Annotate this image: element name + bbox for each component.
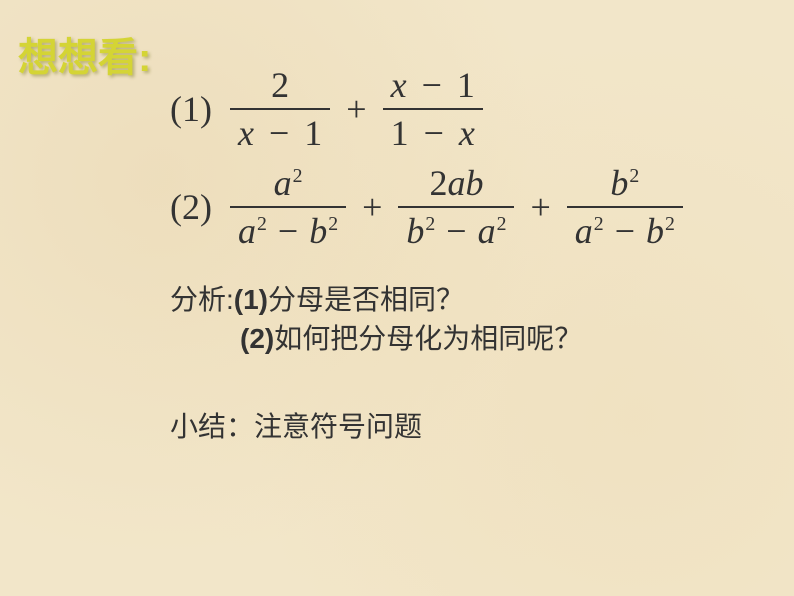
analysis-prefix: 分析:	[170, 284, 234, 315]
summary-block: 小结：注意符号问题	[170, 405, 422, 445]
eq2-frac2-num: 2ab	[421, 160, 491, 206]
analysis-line2: (2)如何把分母化为相同呢？	[170, 319, 582, 358]
equation-1: (1) 2 x − 1 + x − 1 1 − x	[170, 62, 489, 156]
analysis-q2-text: 如何把分母化为相同呢？	[274, 323, 582, 354]
eq2-frac2-den: b2 − a2	[398, 208, 514, 254]
summary-prefix: 小结：	[170, 411, 254, 442]
eq1-plus: +	[346, 88, 366, 130]
eq2-plus2: +	[530, 186, 550, 228]
analysis-q2-label: (2)	[240, 323, 274, 354]
eq1-frac1-num: 2	[263, 62, 297, 108]
eq2-frac2: 2ab b2 − a2	[398, 160, 514, 254]
analysis-block: 分析:(1)分母是否相同？ (2)如何把分母化为相同呢？	[170, 280, 582, 358]
eq1-frac2-num: x − 1	[383, 62, 483, 108]
eq2-plus1: +	[362, 186, 382, 228]
analysis-q1-label: (1)	[234, 284, 268, 315]
summary-text: 注意符号问题	[254, 411, 422, 442]
eq2-frac3-den: a2 − b2	[567, 208, 683, 254]
eq1-frac1-den: x − 1	[230, 110, 330, 156]
page-title: 想想看:	[18, 25, 151, 83]
analysis-q1-text: 分母是否相同？	[268, 284, 464, 315]
eq2-frac1: a2 a2 − b2	[230, 160, 346, 254]
eq1-frac1: 2 x − 1	[230, 62, 330, 156]
eq2-frac3: b2 a2 − b2	[567, 160, 683, 254]
analysis-line1: 分析:(1)分母是否相同？	[170, 280, 582, 319]
equation-2: (2) a2 a2 − b2 + 2ab b2 − a2 + b2 a2 −	[170, 160, 689, 254]
eq2-frac1-num: a2	[266, 160, 311, 206]
eq2-frac1-den: a2 − b2	[230, 208, 346, 254]
eq2-label: (2)	[170, 186, 212, 228]
eq1-frac2: x − 1 1 − x	[383, 62, 483, 156]
eq1-label: (1)	[170, 88, 212, 130]
eq1-frac2-den: 1 − x	[383, 110, 483, 156]
eq2-frac3-num: b2	[602, 160, 647, 206]
